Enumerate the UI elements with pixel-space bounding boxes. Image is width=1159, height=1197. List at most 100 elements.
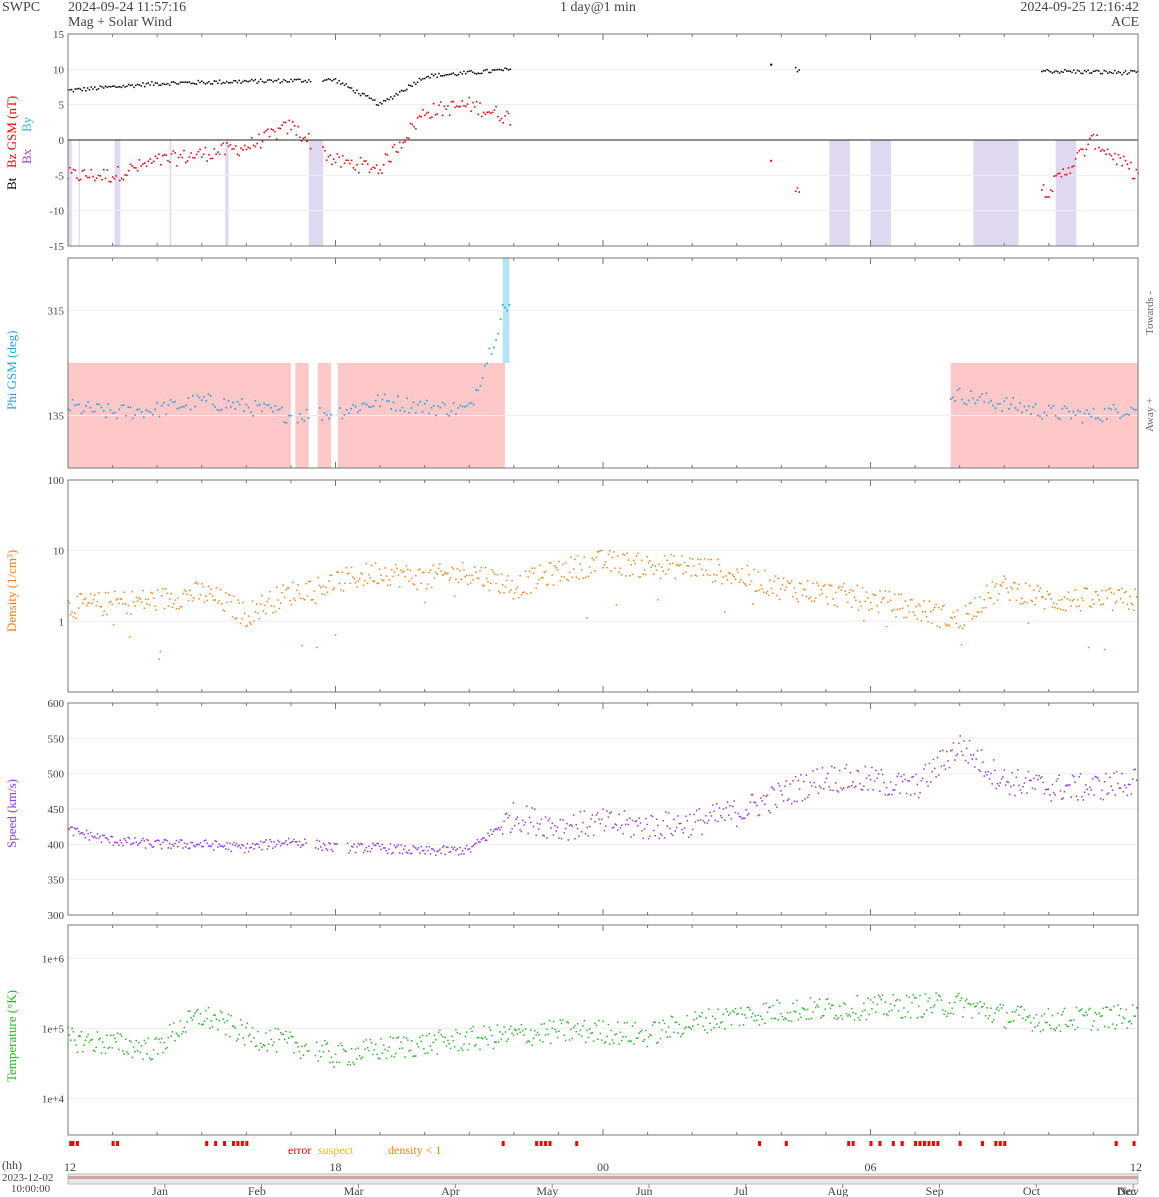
speed-point [980, 749, 983, 751]
density-point [1004, 578, 1007, 580]
speed-point [776, 806, 778, 808]
temperature-point [579, 1029, 582, 1032]
density-point [1107, 588, 1110, 591]
speed-point [534, 808, 536, 810]
density-point [983, 598, 985, 601]
density-point [436, 573, 438, 575]
density-point [881, 598, 884, 600]
bt-point [286, 81, 289, 83]
speed-point [477, 841, 480, 843]
speed-point [262, 841, 265, 844]
phi-point [85, 405, 87, 407]
density-point [322, 585, 325, 587]
speed-point [999, 782, 1002, 784]
density-point [550, 562, 552, 564]
temperature-point [814, 1006, 817, 1009]
speed-point [726, 801, 729, 803]
density-point [449, 577, 452, 579]
temperature-point [444, 1036, 446, 1039]
bt-point [1106, 72, 1109, 75]
speed-point [1024, 777, 1027, 779]
temperature-point [142, 1058, 144, 1060]
speed-point [210, 845, 212, 848]
bz-point [1055, 174, 1057, 177]
temperature-point [958, 992, 960, 995]
speed-point [639, 822, 642, 824]
speed-point [845, 764, 848, 766]
bz-point [1096, 134, 1098, 136]
temperature-point [852, 1011, 854, 1014]
temperature-point [342, 1048, 345, 1051]
phi-point [1077, 409, 1079, 412]
bz-point [199, 148, 201, 151]
density-point [210, 588, 212, 590]
phi-point [983, 400, 986, 403]
density-point [467, 583, 469, 586]
speed-point [921, 777, 924, 780]
phi-point [76, 403, 78, 406]
bz-point [179, 153, 182, 156]
density-point [979, 596, 981, 598]
phi-point [218, 409, 221, 412]
speed-point [168, 842, 171, 845]
density-point [285, 589, 287, 591]
temperature-point [210, 1020, 212, 1022]
phi-point [381, 398, 384, 401]
density-point [251, 600, 254, 602]
phi-point [345, 409, 348, 411]
density-point [463, 569, 465, 571]
speed-point [1011, 772, 1014, 774]
temperature-point [837, 1016, 840, 1019]
density-point [711, 581, 714, 583]
density-point [663, 554, 666, 557]
density-point [461, 561, 464, 564]
speed-point [282, 842, 285, 845]
density-point [318, 584, 321, 587]
speed-point [286, 843, 289, 846]
speed-point [697, 819, 699, 822]
speed-point [456, 848, 459, 850]
temperature-point [124, 1038, 127, 1041]
bt-point [415, 83, 417, 85]
temperature-point [189, 1010, 191, 1012]
density-point [366, 582, 369, 585]
temperature-point [334, 1053, 337, 1055]
phi-point [129, 406, 132, 409]
temperature-point [138, 1042, 140, 1044]
temperature-point [168, 1024, 171, 1026]
speed-point [974, 766, 976, 768]
density-point [116, 597, 119, 600]
temperature-point [1105, 1006, 1107, 1009]
density-point [274, 610, 277, 613]
speed-point [827, 772, 829, 775]
density-point [123, 591, 125, 593]
speed-point [98, 837, 100, 839]
bt-point [354, 92, 356, 94]
temperature-point [734, 1007, 737, 1010]
bt-point [1090, 72, 1093, 74]
temperature-point [1054, 1029, 1056, 1032]
speed-point [986, 774, 988, 776]
temperature-point [790, 1020, 793, 1022]
density-point [253, 620, 255, 623]
bt-point [197, 79, 199, 82]
error-flag-mark [1003, 1141, 1007, 1146]
density-point [574, 558, 576, 561]
bz-point [1082, 148, 1084, 151]
phi-point [187, 397, 190, 399]
temperature-point [1032, 1017, 1035, 1019]
temperature-point [207, 1006, 210, 1009]
bz-point [252, 144, 255, 147]
phi-point [426, 399, 428, 402]
bt-point [372, 99, 374, 101]
density-point [864, 600, 866, 603]
temperature-point [556, 1036, 559, 1039]
bt-point [140, 85, 142, 87]
density-point [810, 600, 813, 602]
bt-point [411, 85, 413, 88]
density-point [950, 616, 952, 619]
speed-point [417, 847, 420, 849]
speed-point [380, 848, 382, 851]
error-flag-mark [931, 1141, 935, 1146]
bz-point [143, 162, 146, 164]
